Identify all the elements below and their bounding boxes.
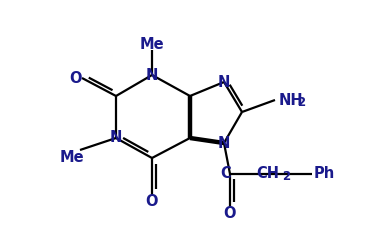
Text: Ph: Ph [314,167,335,182]
Text: O: O [146,195,158,210]
Text: 2: 2 [282,169,290,182]
Text: CH: CH [256,167,279,182]
Text: N: N [218,136,230,150]
Text: N: N [110,131,122,146]
Text: 2: 2 [297,96,305,109]
Text: Me: Me [140,36,164,51]
Text: NH: NH [279,92,304,108]
Text: O: O [224,206,236,222]
Text: O: O [69,70,81,86]
Text: N: N [146,68,158,82]
Text: C: C [221,167,231,182]
Text: N: N [218,74,230,90]
Text: Me: Me [60,150,84,164]
